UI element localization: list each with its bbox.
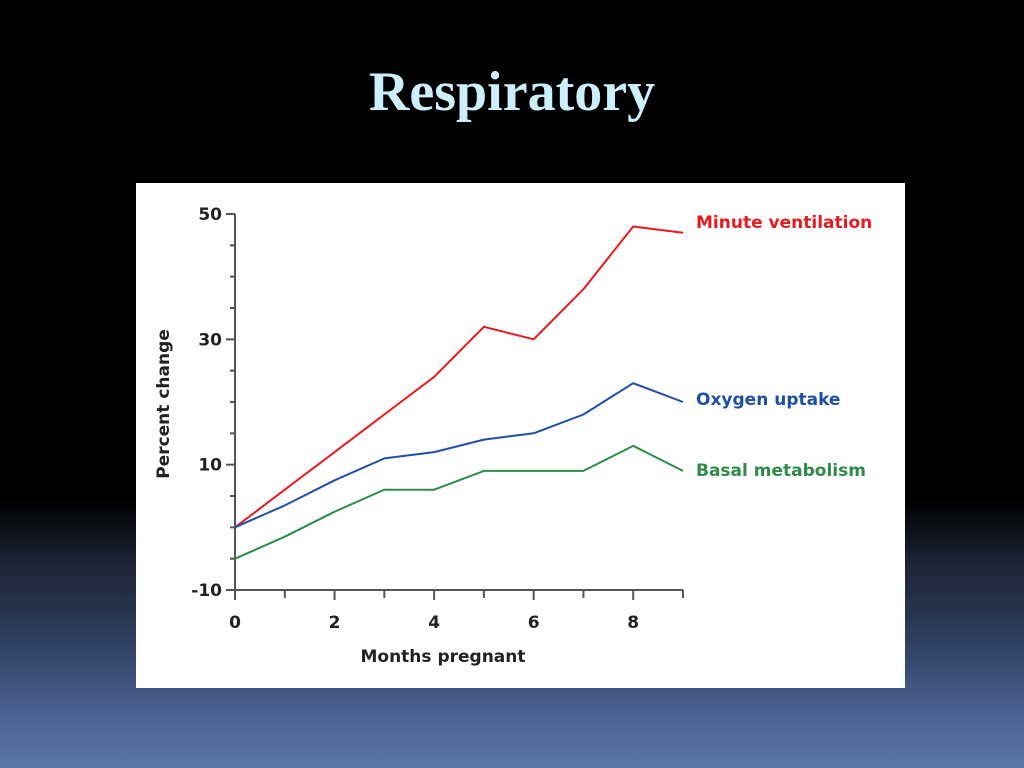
y-tick-label: 30	[198, 330, 222, 350]
series-line-minute-ventilation	[234, 225, 684, 529]
series-label-minute-ventilation: Minute ventilation	[696, 213, 872, 233]
chart-panel: -10 10 30 50 0 2 4 6 8 Minute ventilation Oxygen …	[136, 183, 905, 688]
series-label-basal-metabolism: Basal metabolism	[696, 461, 866, 481]
ticks: -10 10 30 50 0 2 4 6 8	[191, 205, 684, 633]
line-chart: -10 10 30 50 0 2 4 6 8 Minute ventilation Oxygen …	[154, 205, 872, 667]
slide-title: Respiratory	[368, 61, 656, 123]
y-axis-label: Percent change	[154, 329, 174, 479]
x-tick-label: 6	[528, 613, 540, 633]
x-axis-label: Months pregnant	[360, 647, 525, 667]
x-tick-label: 2	[329, 613, 341, 633]
series-lines	[234, 225, 684, 560]
y-tick-label: -10	[191, 581, 222, 601]
x-tick-label: 0	[229, 613, 241, 633]
x-tick-label: 4	[428, 613, 440, 633]
x-tick-label: 8	[627, 613, 639, 633]
y-tick-label: 50	[198, 205, 222, 225]
axes	[234, 214, 683, 591]
series-labels: Minute ventilation Oxygen uptake Basal met…	[696, 213, 872, 481]
series-label-oxygen-uptake: Oxygen uptake	[696, 390, 840, 410]
series-line-basal-metabolism	[234, 444, 684, 560]
series-line-oxygen-uptake	[234, 382, 684, 529]
y-tick-label: 10	[198, 456, 222, 476]
